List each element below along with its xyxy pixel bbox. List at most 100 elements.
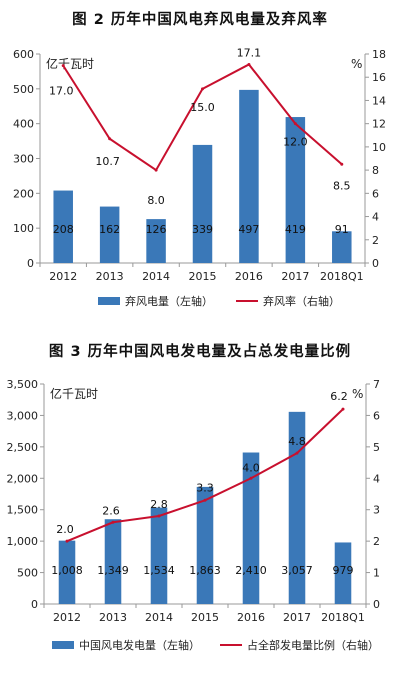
x-tick-label: 2017 [283,611,311,624]
legend-bar-swatch [52,641,74,649]
bar-value-label: 3,057 [281,564,313,577]
left-tick-label: 3,000 [7,409,39,422]
bar [146,219,166,263]
bar-value-label: 91 [335,223,349,236]
line-value-label: 12.0 [283,136,308,149]
x-tick-label: 2015 [189,270,217,283]
bar [99,206,120,263]
right-tick-label: 16 [372,71,386,84]
x-tick-label: 2012 [53,611,81,624]
line-point [157,514,161,518]
generation-chart: 0 500 1,000 1,500 2,000 2,500 3,000 3,500 0 1 2 3 4 5… [7,378,381,652]
bar [288,411,306,604]
right-tick-label: 6 [372,187,379,200]
right-tick-label: 6 [373,409,380,422]
bar [334,542,352,604]
right-tick-label: 14 [372,94,386,107]
line-point [295,451,299,455]
bar-value-label: 419 [285,223,306,236]
line-value-label: 6.2 [330,390,348,403]
line-value-label: 4.8 [288,435,306,448]
left-tick-label: 2,000 [7,472,39,485]
x-tick-label: 2015 [191,611,219,624]
bar-value-label: 162 [99,223,120,236]
line-value-label: 3.3 [196,481,214,494]
bar-value-label: 979 [333,564,354,577]
x-tick-label: 2014 [145,611,173,624]
bar-value-label: 497 [238,223,259,236]
bar [53,190,73,263]
right-tick-label: 7 [373,378,380,391]
line-value-label: 2.6 [102,504,120,517]
x-tick-label: 2013 [99,611,127,624]
bar-value-label: 1,008 [51,564,83,577]
left-tick-label: 100 [13,222,34,235]
bar [104,519,122,604]
bar [239,89,259,264]
line-value-label: 17.0 [49,85,74,98]
right-tick-label: 10 [372,141,386,154]
line-value-label: 2.8 [150,498,168,511]
line-point [111,520,115,524]
bar [196,486,214,604]
line-point [203,498,207,502]
left-tick-label: 500 [17,567,38,580]
line-value-label: 17.1 [237,46,262,59]
line-value-label: 4.0 [242,461,260,474]
legend-bar-label: 中国风电发电量（左轴） [79,638,200,652]
legend-bar-label: 弃风电量（左轴） [125,294,213,308]
line-point [154,168,158,172]
x-tick-label: 2018Q1 [320,270,364,283]
bar-value-label: 126 [146,223,167,236]
right-tick-label: 0 [372,257,379,270]
line-point [341,407,345,411]
right-tick-label: 3 [373,504,380,517]
left-tick-label: 400 [13,118,34,131]
line-value-label: 8.0 [147,194,165,207]
left-tick-label: 300 [13,153,34,166]
x-tick-label: 2016 [235,270,263,283]
x-tick-label: 2016 [237,611,265,624]
right-tick-label: 5 [373,441,380,454]
left-tick-label: 200 [13,187,34,200]
line-point [61,64,65,68]
left-unit-label: 亿千瓦时 [50,386,98,401]
right-tick-label: 2 [373,535,380,548]
chart-title: 图 2 历年中国风电弃风电量及弃风率 [72,12,328,28]
line-value-label: 2.0 [56,523,74,536]
bar [332,231,352,263]
line-value-label: 8.5 [333,179,351,192]
bar-value-label: 1,863 [189,564,221,577]
line-point [201,87,204,91]
left-tick-label: 0 [27,257,34,270]
right-tick-label: 8 [372,164,379,177]
x-tick-label: 2013 [96,270,124,283]
left-tick-label: 600 [13,48,34,61]
line-value-label: 10.7 [95,155,120,168]
right-tick-label: 1 [373,567,380,580]
x-tick-label: 2017 [281,270,309,283]
bar [242,452,260,604]
bar-value-label: 1,349 [97,564,129,577]
bar-value-label: 1,534 [143,564,175,577]
line-point [340,162,344,166]
x-tick-label: 2014 [142,270,170,283]
left-tick-label: 500 [13,83,34,96]
left-tick-label: 3,500 [7,378,39,391]
right-unit-label: % [351,57,362,71]
line-point [249,476,253,480]
left-tick-label: 1,500 [7,504,39,517]
legend-line-label: 弃风率（右轴） [263,294,340,308]
bar [150,507,168,604]
right-tick-label: 4 [372,211,379,224]
line-point [65,539,69,543]
right-tick-label: 4 [373,472,380,485]
bar [58,540,76,604]
bar-value-label: 2,410 [235,564,267,577]
bar-value-label: 208 [53,223,74,236]
left-unit-label: 亿千瓦时 [46,56,94,71]
line-point [247,62,251,66]
x-tick-label: 2012 [49,270,77,283]
chart-title: 图 3 历年中国风电发电量及占总发电量比例 [48,344,352,360]
legend-bar-swatch [98,297,120,305]
